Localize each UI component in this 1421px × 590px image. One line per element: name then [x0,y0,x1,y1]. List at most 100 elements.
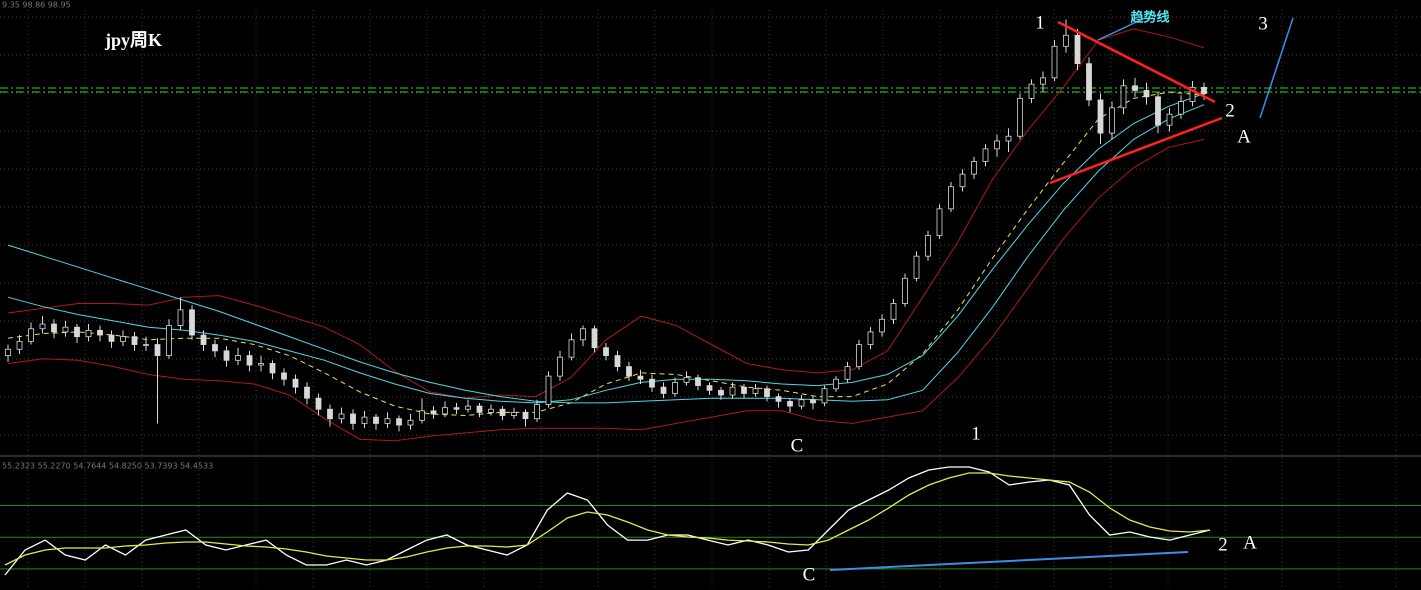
candle-body [902,277,908,304]
annotation: A [1243,532,1257,553]
candle-body [212,344,218,352]
annotation: 1 [971,423,981,444]
candle-body [85,329,92,338]
candle-body [534,404,540,420]
candle-body [1143,90,1150,98]
candle-body [304,386,310,399]
annotation: 1 [1035,12,1045,33]
candle-body [1109,107,1115,134]
candle-body [971,161,977,175]
candle-body [557,356,563,377]
candle-body [568,339,575,358]
candle-body [856,344,862,368]
candle-body [373,416,379,424]
candle-body [1051,45,1058,79]
candle-body [246,355,253,366]
candle-body [752,388,759,394]
annotation: C [791,435,804,456]
candle-body [16,340,23,350]
candle-body [1005,135,1012,142]
indicator-line [7,91,1205,417]
trend-line [1049,116,1223,185]
candle-body [833,378,839,390]
candle-body [545,375,552,405]
candle-body [925,235,931,257]
candle-body [511,411,517,416]
candle-body [258,363,264,366]
candle-body [499,408,506,416]
candle-body [442,407,448,415]
candle-body [189,309,195,336]
candle-body [867,331,874,345]
candle-body [235,355,241,361]
candle-body [614,355,621,368]
candle-body [683,377,690,383]
candle-body [660,386,667,394]
oscillator-line [4,466,1211,576]
candle-body [948,186,954,210]
chart-title: jpy周K [104,30,162,50]
candle-body [350,413,356,424]
candle-body [74,326,80,338]
candle-body [522,411,529,420]
candle-body [51,323,57,333]
annotation: 2 [1218,534,1228,555]
support-line [829,551,1189,571]
candle-body [465,405,471,410]
candle-body [821,388,828,404]
candle-body [166,325,172,356]
annotation: 2 [1225,100,1235,121]
candle-body [5,348,11,356]
marks [0,19,1421,576]
candle-body [28,328,34,342]
candle-body [729,386,736,396]
candle-body [936,208,943,237]
indicator-line [7,104,1205,404]
candle-body [982,148,989,162]
candle-body [1074,34,1081,65]
candle-body [1040,77,1046,85]
candle-body [672,382,678,394]
candle-body [1086,63,1092,101]
candle-body [476,405,483,413]
candle-body [419,410,425,421]
indicator-info: 55.2323 55.2270 54.7644 54.8250 53.7393 … [2,462,213,471]
annotation: 3 [1258,13,1268,34]
candle-body [1063,34,1069,47]
candle-body [913,255,920,279]
candle-body [649,378,655,388]
candle-body [580,328,586,341]
candle-body [994,140,1000,150]
candle-body [131,336,138,345]
annotation: A [1237,126,1251,147]
candle-body [396,418,402,426]
candle-body [1120,85,1127,109]
candle-body [844,366,851,380]
indicator-line [7,138,1205,442]
candle-body [775,396,782,402]
candle-body [120,336,126,342]
candle-body [603,347,609,356]
candle-body [361,416,368,424]
candle-body [1132,85,1138,91]
candle-body [1017,97,1023,137]
candle-body [39,323,46,330]
candle-body [315,397,322,410]
candle-body [959,173,966,188]
candle-body [695,377,701,386]
candle-body [1201,86,1207,95]
candle-body [626,366,632,377]
pointer-line [1097,17,1146,41]
grid [0,10,1421,590]
candle-body [269,363,276,374]
candle-body [327,408,333,420]
candle-body [488,408,494,413]
indicator-line [7,28,1205,399]
candle-body [1097,99,1104,134]
candle-body [810,399,816,404]
candle-body [1028,83,1035,99]
candle-body [591,328,598,349]
candle-body [798,399,805,407]
candle-body [143,344,149,346]
